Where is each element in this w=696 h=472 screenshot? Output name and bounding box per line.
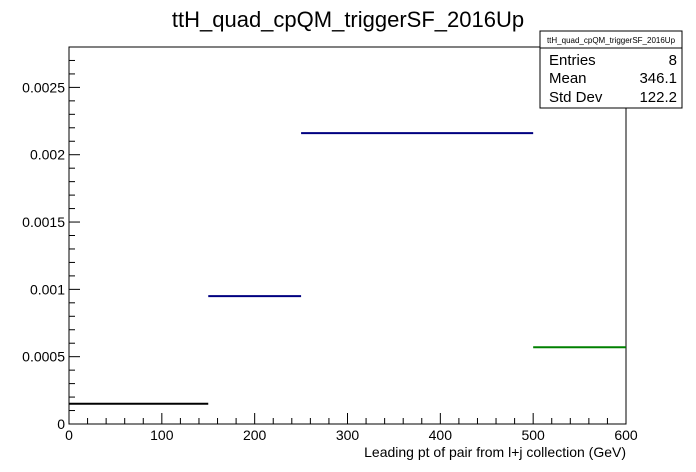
chart-title: ttH_quad_cpQM_triggerSF_2016Up: [172, 7, 524, 32]
y-tick-label: 0.001: [30, 281, 65, 297]
y-axis: 0 0.0005 0.001 0.0015 0.002 0.0025: [22, 46, 80, 432]
x-tick-label: 600: [614, 427, 638, 443]
y-tick-label: 0.0025: [22, 79, 65, 95]
x-tick-label: 300: [336, 427, 360, 443]
stats-box: ttH_quad_cpQM_triggerSF_2016Up Entries 8…: [539, 30, 683, 109]
x-tick-label: 0: [65, 427, 73, 443]
stats-mean-value: 346.1: [639, 70, 677, 87]
stats-entries-value: 8: [669, 52, 677, 69]
stats-mean-label: Mean: [549, 70, 587, 87]
histogram-bins: [69, 132, 626, 405]
y-tick-label: 0.002: [30, 147, 65, 163]
y-tick-label: 0.0005: [22, 349, 65, 365]
stats-box-border: [539, 30, 683, 109]
stats-box-title: ttH_quad_cpQM_triggerSF_2016Up: [547, 36, 676, 45]
y-tick-label: 0: [57, 416, 65, 432]
x-tick-label: 100: [150, 427, 174, 443]
y-tick-label: 0.0015: [22, 214, 65, 230]
x-tick-label: 200: [243, 427, 267, 443]
x-tick-label: 500: [521, 427, 545, 443]
stats-stddev-label: Std Dev: [549, 89, 603, 106]
x-tick-label: 400: [429, 427, 453, 443]
stats-stddev-value: 122.2: [639, 89, 677, 106]
x-axis: 0 100 200 300 400 500 600: [65, 413, 638, 443]
x-axis-label: Leading pt of pair from l+j collection (…: [364, 444, 626, 460]
stats-entries-label: Entries: [549, 52, 596, 69]
